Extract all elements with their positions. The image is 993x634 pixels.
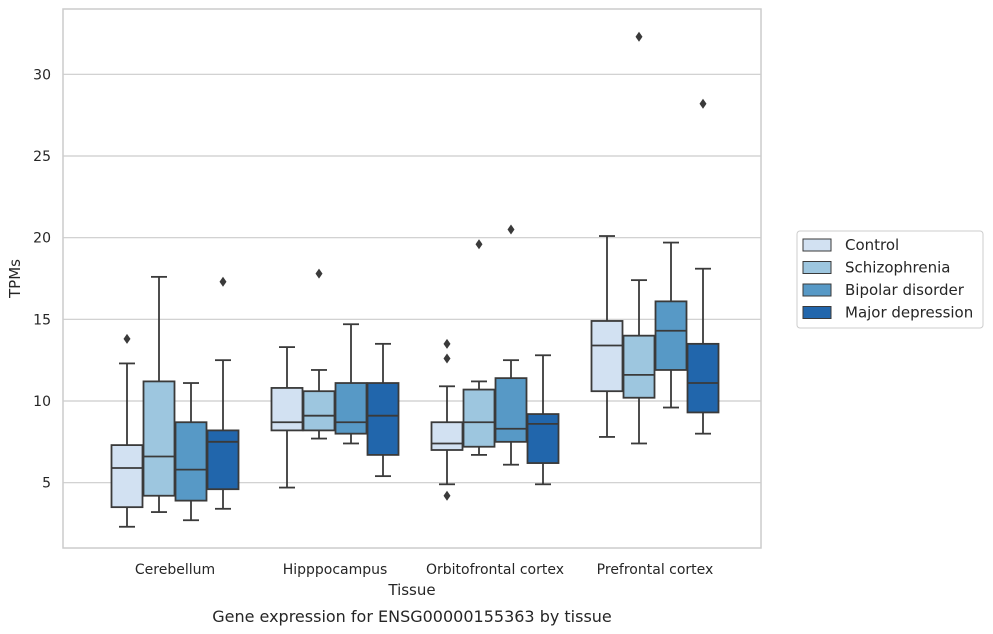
legend-label: Major depression — [845, 304, 973, 322]
box-plot-major-depression — [366, 342, 400, 478]
outlier-point — [219, 276, 227, 287]
box-plot-schizophrenia — [462, 239, 496, 456]
box-body — [302, 390, 336, 432]
x-tick-label: Hipppocampus — [283, 562, 388, 578]
box-plot-bipolar-disorder — [174, 382, 208, 522]
outlier-point — [443, 338, 451, 349]
box-body — [110, 444, 144, 509]
box-plot-control — [430, 338, 464, 501]
legend-swatch — [802, 238, 832, 252]
box-plot-bipolar-disorder — [654, 241, 688, 409]
y-tick-label: 30 — [33, 67, 51, 83]
box-plot-bipolar-disorder — [334, 323, 368, 445]
box-plot-schizophrenia — [142, 275, 176, 513]
y-tick-label: 10 — [33, 394, 51, 410]
y-axis-ticks: 5 10 15 20 25 30 — [33, 67, 51, 491]
box-body — [174, 421, 208, 502]
box-plot-bipolar-disorder — [494, 224, 528, 466]
legend-label: Bipolar disorder — [845, 281, 965, 299]
legend-swatch — [802, 261, 832, 274]
y-tick-label: 5 — [42, 476, 51, 492]
box-body — [654, 300, 688, 371]
legend-frame — [796, 230, 984, 329]
box-body — [622, 334, 656, 399]
outlier-point — [443, 490, 451, 501]
box-plot-control — [270, 346, 304, 489]
outlier-point — [443, 353, 451, 364]
box-body — [430, 421, 464, 451]
box-body — [494, 377, 528, 443]
box-plot-major-depression — [206, 276, 240, 510]
x-tick-label: Orbitofrontal cortex — [426, 562, 564, 578]
x-tick-label: Cerebellum — [135, 562, 215, 578]
outlier-point — [123, 333, 131, 344]
x-tick-label: Prefrontal cortex — [597, 562, 714, 578]
box-plot-major-depression — [686, 98, 720, 435]
y-tick-label: 15 — [33, 312, 51, 328]
box-body — [206, 429, 240, 491]
legend-swatch — [802, 283, 832, 297]
outlier-point — [507, 224, 515, 235]
y-tick-label: 20 — [33, 231, 51, 247]
legend-label: Schizophrenia — [845, 259, 950, 277]
outlier-point — [699, 98, 707, 109]
box-body — [366, 382, 400, 456]
box-body — [270, 387, 304, 432]
x-axis-ticks: Cerebellum Hipppocampus Orbitofrontal cort… — [135, 562, 713, 578]
outlier-point — [635, 31, 643, 42]
box-plot-groups — [110, 31, 720, 528]
box-body — [686, 342, 720, 414]
legend-label: Control — [845, 236, 899, 254]
box-plot-schizophrenia — [302, 268, 336, 440]
y-tick-label: 25 — [33, 149, 51, 165]
plot-area-frame — [62, 8, 762, 549]
box-plot-schizophrenia — [622, 31, 656, 445]
box-body — [526, 413, 560, 464]
outlier-point — [475, 239, 483, 250]
box-body — [142, 380, 176, 497]
grid-lines — [63, 73, 761, 484]
outlier-point — [315, 268, 323, 279]
legend-swatch — [802, 306, 832, 319]
box-body — [462, 388, 496, 448]
box-plot-control — [110, 333, 144, 528]
y-axis-label: TPMs — [6, 259, 24, 299]
legend: Control Schizophrenia Bipolar disorder Majo… — [796, 230, 984, 329]
chart-caption: Gene expression for ENSG00000155363 by t… — [212, 607, 612, 626]
box-plot-major-depression — [526, 354, 560, 486]
box-body — [590, 320, 624, 393]
box-plot-control — [590, 235, 624, 438]
x-axis-label: Tissue — [387, 581, 435, 599]
box-body — [334, 382, 368, 435]
